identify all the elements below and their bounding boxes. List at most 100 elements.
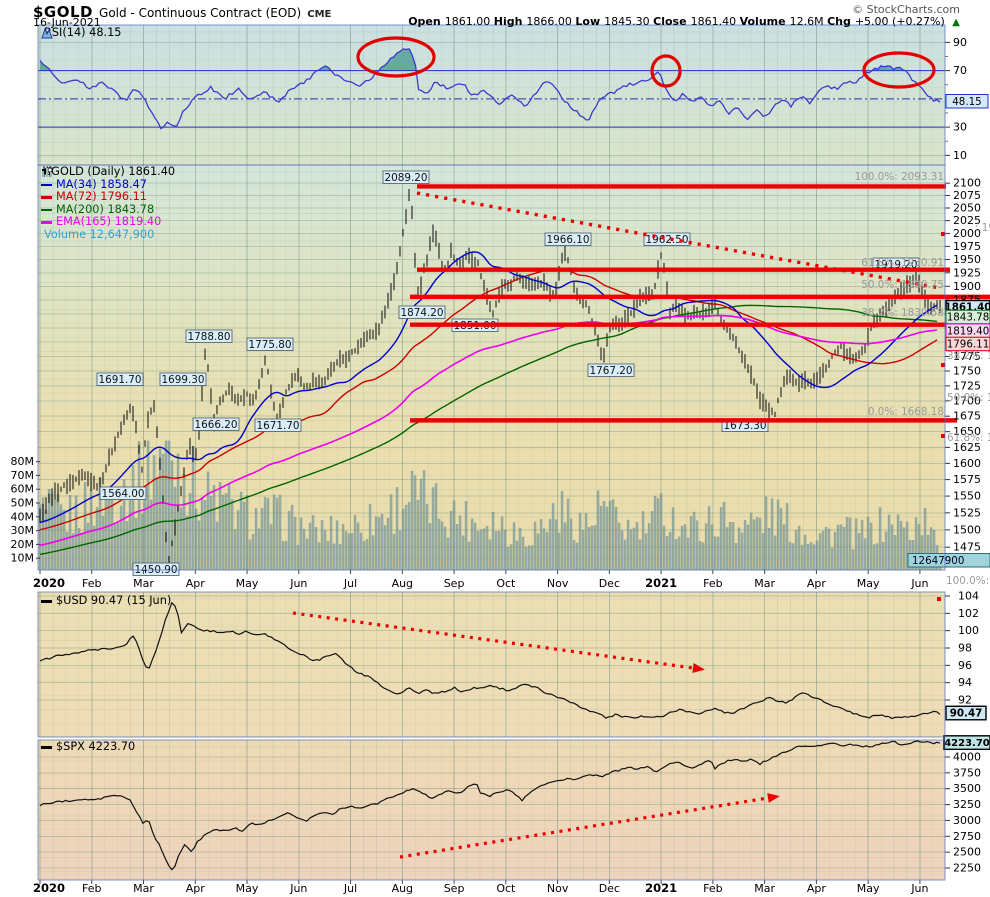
- usd-legend: $USD 90.47 (15 Jun): [41, 594, 172, 608]
- x-axis-label: Oct: [496, 577, 516, 590]
- svg-text:20M: 20M: [11, 538, 35, 551]
- x-axis-label: Jul: [343, 882, 357, 895]
- svg-text:1725: 1725: [953, 379, 981, 392]
- fibonacci-labels: 100.0%: 2093.31 61.8%: 1930.91 50.0%: 1880…: [855, 171, 990, 587]
- usd-y-axis: 104 102 100 98 96 94 92: [937, 590, 979, 707]
- red-dotted-trendline: [416, 191, 941, 290]
- svg-text:1767.20: 1767.20: [590, 365, 633, 377]
- svg-text:50.0%: 1880.75: 50.0%: 1880.75: [861, 279, 944, 291]
- svg-text:1600: 1600: [953, 457, 981, 470]
- price-label: 1775.80: [246, 337, 294, 351]
- svg-text:1666.20: 1666.20: [195, 419, 238, 431]
- svg-text:2000: 2000: [953, 227, 981, 240]
- volume-value-box: 12647900: [907, 553, 990, 568]
- line-swatch: [41, 600, 52, 603]
- symbol: $GOLD: [33, 3, 94, 21]
- price-label: 1788.80: [185, 329, 233, 343]
- spx-x-axis: 2020 Feb Mar Apr May Jun Jul Aug Sep Oct Nov Dec 202…: [33, 880, 929, 895]
- rsi-legend-label: RSI(14) 48.15: [44, 26, 122, 39]
- svg-text:1675: 1675: [953, 410, 981, 423]
- svg-text:1550: 1550: [953, 490, 981, 503]
- axis-value-box: 1819.40: [945, 323, 990, 338]
- line-swatch: [41, 208, 52, 212]
- svg-text:70M: 70M: [11, 469, 35, 482]
- svg-text:30M: 30M: [11, 524, 35, 537]
- usd-plot: [39, 601, 941, 720]
- up-triangle-icon: ▲: [952, 17, 960, 28]
- chg-label: Chg: [827, 15, 851, 28]
- svg-text:1650: 1650: [953, 425, 981, 438]
- svg-text:1925: 1925: [953, 266, 981, 279]
- price-label: 1691.70: [96, 372, 144, 386]
- spx-value-box: 4223.70: [943, 735, 990, 751]
- legend-volume: Volume 12,647,900: [44, 227, 155, 241]
- svg-text:1966.10: 1966.10: [547, 234, 590, 246]
- svg-text:1699.30: 1699.30: [162, 374, 205, 386]
- svg-text:2075: 2075: [953, 189, 981, 202]
- svg-text:3500: 3500: [953, 782, 981, 795]
- price-label: 1874.20: [398, 305, 446, 319]
- x-axis-label: May: [857, 577, 880, 590]
- usd-panel-border: [37, 591, 946, 738]
- svg-text:3750: 3750: [953, 766, 981, 779]
- x-axis-label: Jul: [343, 577, 357, 590]
- price-label: 1671.70: [254, 418, 302, 432]
- price-label: 1699.30: [159, 372, 207, 386]
- spx-y-axis: 4000 3750 3500 3250 3000 2750 2500 2250: [945, 751, 981, 875]
- spx-legend-label: $SPX 4223.70: [56, 740, 136, 753]
- spx-panel-border: [37, 739, 946, 881]
- grid: [38, 740, 945, 880]
- x-axis-label: Feb: [82, 577, 101, 590]
- legend-ema165: EMA(165) 1819.40: [56, 215, 162, 229]
- close-label: Close: [653, 15, 687, 28]
- symbol-name: Gold - Continuous Contract (EOD): [99, 6, 302, 20]
- svg-text:2089.20: 2089.20: [385, 172, 428, 184]
- x-axis-label: Feb: [82, 882, 101, 895]
- svg-text:2500: 2500: [953, 846, 981, 859]
- x-axis-label: Aug: [392, 577, 413, 590]
- rsi-y-axis: 90 70 30 10: [945, 36, 967, 162]
- svg-text:4000: 4000: [953, 751, 981, 764]
- svg-text:38.2%: 1830.58: 38.2%: 1830.58: [861, 307, 944, 319]
- chart-header: $GOLD Gold - Continuous Contract (EOD) CME: [33, 2, 331, 21]
- price-label: 1666.20: [192, 417, 240, 431]
- rsi-value-box: 48.15: [945, 93, 989, 109]
- svg-text:90.47: 90.47: [950, 708, 983, 720]
- svg-text:1950: 1950: [953, 253, 981, 266]
- svg-text:1691.70: 1691.70: [99, 374, 142, 386]
- x-axis-label: Aug: [392, 882, 413, 895]
- legend-ma34: MA(34) 1858.47: [56, 177, 147, 191]
- volume-bars: [38, 440, 942, 571]
- price-annotation-labels: 2089.201966.101962.501919.201874.201851.…: [96, 170, 920, 576]
- quote-strip: Open 1861.00 High 1866.00 Low 1845.30 Close…: [408, 15, 960, 28]
- spx-dotted-arrow: [399, 793, 780, 859]
- rsi-legend: RSI(14) 48.15: [41, 26, 122, 40]
- spx-panel-bg: [38, 740, 945, 880]
- high-label: High: [493, 15, 523, 28]
- line-swatch: [41, 196, 52, 199]
- x-axis-label: Apr: [807, 882, 827, 895]
- x-axis-label: Nov: [547, 577, 569, 590]
- svg-text:61.8%: 1930.91: 61.8%: 1930.91: [861, 257, 944, 269]
- open-label: Open: [408, 15, 441, 28]
- svg-text:98: 98: [958, 642, 972, 655]
- main-panel-border: [37, 164, 946, 571]
- rsi-panel-bg: [38, 25, 945, 165]
- copyright: © StockCharts.com: [852, 3, 960, 16]
- svg-text:2100: 2100: [953, 177, 981, 190]
- volume-value: 12.6M: [789, 15, 824, 28]
- svg-text:1819.40: 1819.40: [947, 325, 990, 337]
- svg-text:96: 96: [958, 659, 972, 672]
- svg-text:1775.80: 1775.80: [249, 339, 292, 351]
- svg-text:1750: 1750: [953, 365, 981, 378]
- main-legend: $GOLD (Daily) 1861.40 MA(34) 1858.47 MA(…: [41, 165, 175, 242]
- usd-legend-label: $USD 90.47 (15 Jun): [56, 594, 172, 607]
- spx-legend: $SPX 4223.70: [41, 740, 136, 754]
- x-axis-label: 2021: [645, 576, 677, 590]
- red-resistance-lines: [410, 184, 990, 423]
- svg-text:2250: 2250: [953, 862, 981, 875]
- svg-text:2025: 2025: [953, 214, 981, 227]
- svg-text:1564.00: 1564.00: [102, 488, 145, 500]
- volume-label: Volume: [739, 15, 786, 28]
